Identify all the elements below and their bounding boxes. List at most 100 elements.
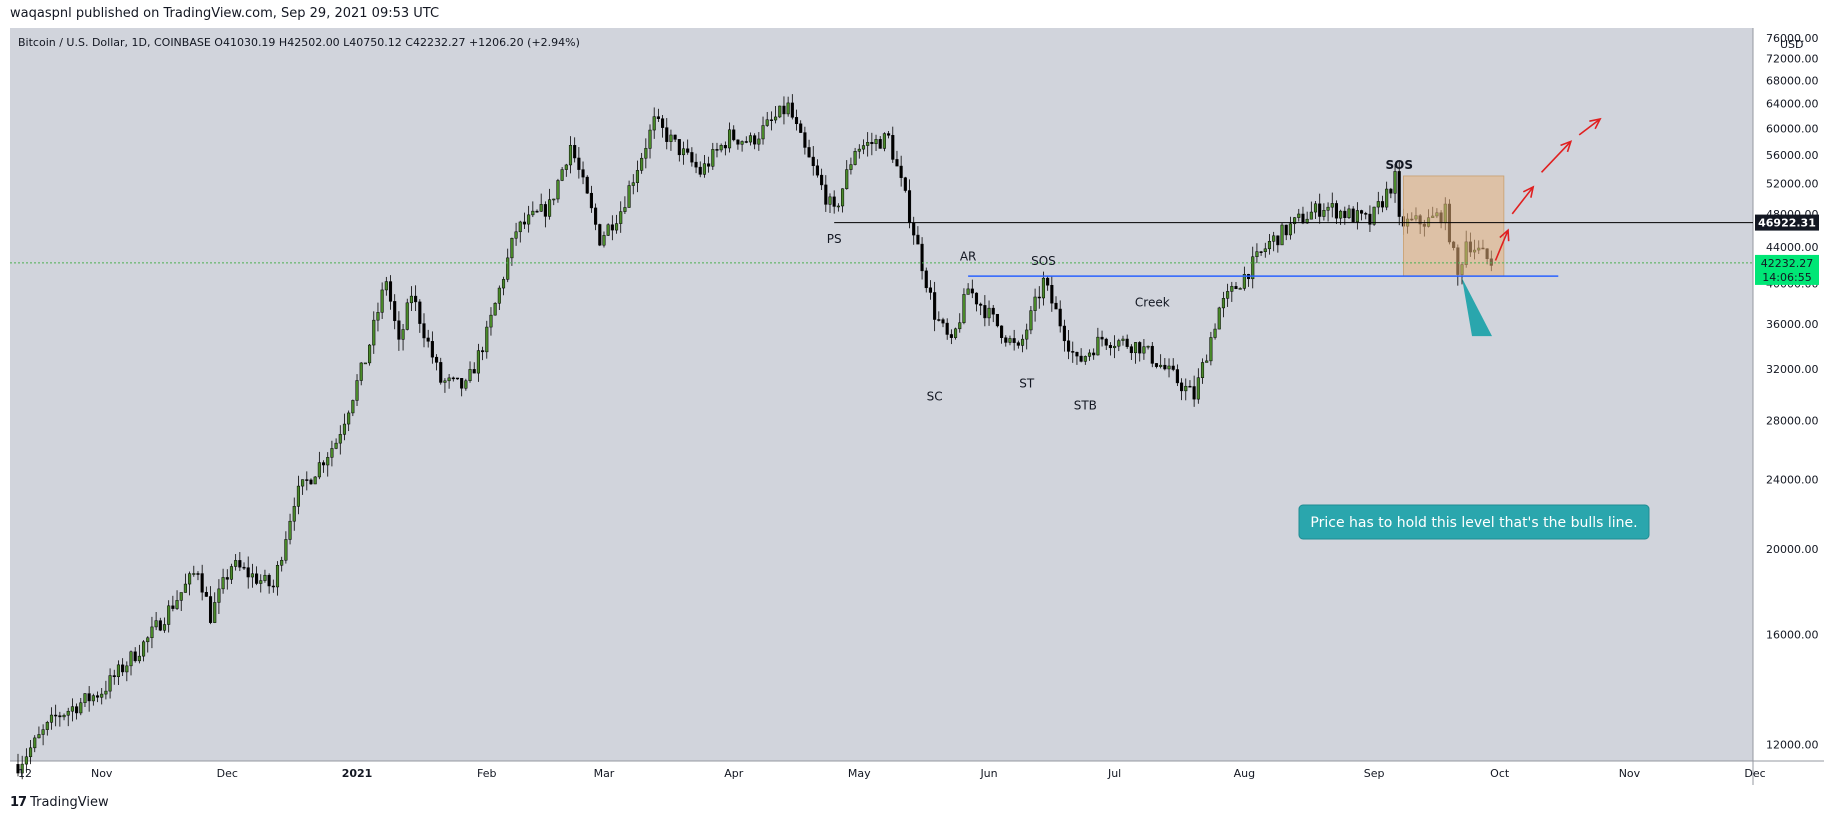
candle bbox=[522, 212, 527, 230]
drawings-layer: PS SC AR SOS ST STB Creek SOS Price has to hold … bbox=[10, 117, 1753, 540]
candle bbox=[213, 592, 217, 624]
candle-body-up bbox=[1272, 235, 1276, 242]
candle-body-up bbox=[443, 380, 447, 383]
time-axis-background[interactable] bbox=[10, 761, 1824, 785]
candle bbox=[644, 138, 648, 169]
candle-body-up bbox=[627, 185, 631, 208]
tradingview-logo-icon: 17 bbox=[10, 795, 27, 810]
price-tick-label: 72000.00 bbox=[1766, 53, 1819, 66]
candle bbox=[485, 320, 489, 359]
candle bbox=[1096, 327, 1100, 356]
candle bbox=[623, 196, 627, 214]
candle bbox=[204, 586, 208, 597]
candle bbox=[1238, 287, 1242, 290]
candle-body-down bbox=[535, 210, 539, 213]
time-axis[interactable]: 12 Nov Dec 2021 Feb Mar Apr May Jun Jul Aug Sep Oct N… bbox=[18, 767, 1766, 780]
time-tick-label: Dec bbox=[217, 767, 238, 780]
candle-body-down bbox=[824, 184, 828, 205]
arrow-shaft bbox=[1540, 140, 1572, 173]
candle-body-down bbox=[246, 567, 250, 578]
candle bbox=[179, 592, 183, 611]
candle bbox=[870, 132, 874, 156]
candle bbox=[405, 298, 409, 331]
candle bbox=[1389, 187, 1393, 199]
candle-body-up bbox=[62, 714, 66, 718]
candle-body-up bbox=[1372, 206, 1376, 225]
candle bbox=[619, 201, 623, 233]
candle bbox=[255, 566, 259, 586]
price-axis-background[interactable] bbox=[1753, 28, 1824, 761]
candle-body-up bbox=[1313, 203, 1318, 213]
candle-body-down bbox=[573, 145, 577, 159]
candle-body-down bbox=[803, 132, 807, 148]
candle-body-up bbox=[711, 149, 715, 167]
projection-arrow bbox=[1511, 185, 1535, 215]
candle bbox=[409, 286, 413, 312]
candle bbox=[397, 311, 401, 351]
candle bbox=[1184, 378, 1188, 401]
candle-body-up bbox=[1326, 206, 1330, 211]
candle-body-up bbox=[401, 329, 405, 340]
candle bbox=[150, 616, 154, 649]
candle-body-down bbox=[1301, 213, 1305, 224]
candle-body-up bbox=[510, 237, 514, 259]
candle-body-up bbox=[33, 737, 37, 749]
candle-body-down bbox=[707, 163, 711, 167]
candle-body-down bbox=[811, 156, 815, 167]
price-axis[interactable]: 76000.00 72000.00 68000.00 64000.00 60000.00… bbox=[1755, 32, 1819, 752]
candle bbox=[702, 154, 706, 178]
candle-body-up bbox=[142, 641, 146, 657]
candle-body-down bbox=[1188, 385, 1192, 388]
candle bbox=[292, 497, 296, 531]
candle bbox=[1276, 235, 1280, 253]
candle bbox=[112, 669, 116, 685]
candle-body-up bbox=[506, 257, 510, 280]
candle-body-up bbox=[548, 199, 552, 217]
candle-body-up bbox=[1255, 251, 1259, 258]
candle-body-up bbox=[861, 145, 866, 150]
candle bbox=[878, 136, 882, 149]
candle bbox=[301, 479, 305, 495]
candle bbox=[719, 143, 723, 153]
arrow-shaft bbox=[1511, 186, 1534, 215]
candle bbox=[342, 413, 347, 441]
candle bbox=[355, 374, 359, 406]
chart-pane-background[interactable] bbox=[10, 28, 1753, 761]
candle-body-down bbox=[794, 117, 799, 125]
wyckoff-label: PS bbox=[827, 232, 842, 246]
candle bbox=[104, 680, 108, 700]
candle bbox=[560, 166, 564, 182]
callout[interactable]: Price has to hold this level that's the … bbox=[1298, 278, 1650, 540]
candle bbox=[937, 311, 941, 322]
candle bbox=[1125, 334, 1129, 349]
candle bbox=[1008, 335, 1012, 346]
candle-body-up bbox=[644, 148, 648, 159]
candle-body-down bbox=[422, 323, 426, 339]
candle-body-up bbox=[527, 214, 531, 225]
callout-text: Price has to hold this level that's the … bbox=[1310, 515, 1637, 531]
candle-body-down bbox=[1276, 235, 1280, 246]
candle-body-up bbox=[514, 231, 518, 239]
time-tick-label: Nov bbox=[1619, 767, 1641, 780]
candle-body-up bbox=[828, 196, 832, 205]
tradingview-brand-text: TradingView bbox=[30, 795, 109, 810]
candle bbox=[794, 109, 799, 131]
candle-body-up bbox=[280, 559, 284, 566]
candle bbox=[133, 647, 137, 663]
candle-body-up bbox=[1025, 329, 1029, 340]
candle bbox=[1025, 323, 1029, 350]
candle-body-down bbox=[1075, 351, 1079, 357]
candle-body-up bbox=[24, 756, 28, 765]
candle-body-down bbox=[481, 350, 485, 353]
candle-body-down bbox=[1100, 336, 1104, 340]
candle bbox=[296, 475, 300, 515]
candle-body-down bbox=[1050, 284, 1054, 304]
candle bbox=[610, 215, 614, 241]
candle bbox=[891, 126, 895, 163]
footer-brand[interactable]: 17 TradingView bbox=[10, 795, 109, 810]
candle bbox=[79, 697, 83, 716]
candle-body-up bbox=[49, 714, 54, 723]
candle bbox=[100, 688, 104, 705]
price-tick-label: 56000.00 bbox=[1766, 149, 1819, 162]
